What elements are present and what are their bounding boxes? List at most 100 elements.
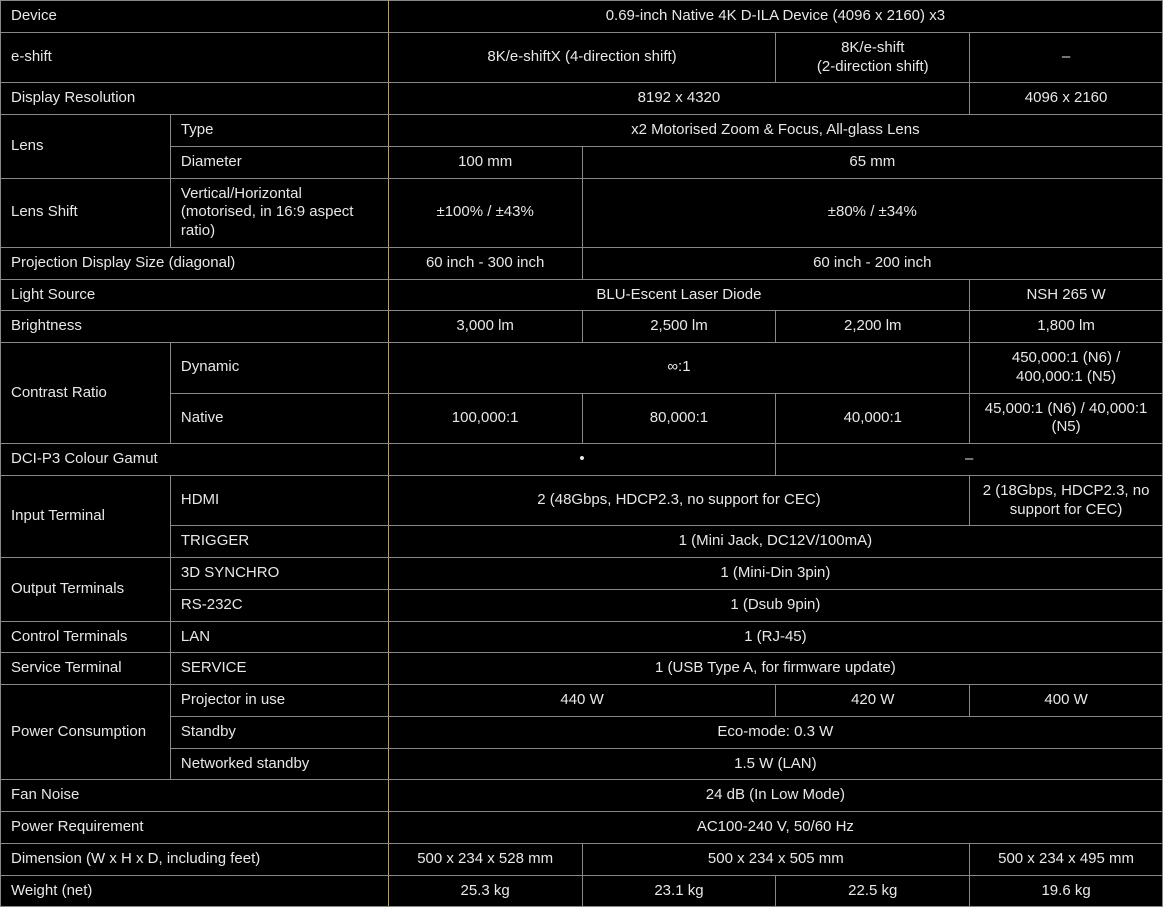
row-power-standby: Standby Eco-mode: 0.3 W: [1, 716, 1163, 748]
row-control: Control Terminals LAN 1 (RJ-45): [1, 621, 1163, 653]
label-preq: Power Requirement: [1, 812, 389, 844]
row-output-rs232c: RS-232C 1 (Dsub 9pin): [1, 589, 1163, 621]
sublabel-service: SERVICE: [170, 653, 388, 685]
val-lan: 1 (RJ-45): [388, 621, 1162, 653]
val-inuse-3: 400 W: [970, 685, 1163, 717]
label-lensshift: Lens Shift: [1, 178, 171, 247]
label-contrast: Contrast Ratio: [1, 343, 171, 444]
row-brightness: Brightness 3,000 lm 2,500 lm 2,200 lm 1,…: [1, 311, 1163, 343]
val-weight-2: 23.1 kg: [582, 875, 776, 907]
val-dispres-2: 4096 x 2160: [970, 83, 1163, 115]
sublabel-synchro: 3D SYNCHRO: [170, 558, 388, 590]
val-rs232c: 1 (Dsub 9pin): [388, 589, 1162, 621]
val-lens-type: x2 Motorised Zoom & Focus, All-glass Len…: [388, 115, 1162, 147]
val-synchro: 1 (Mini-Din 3pin): [388, 558, 1162, 590]
val-weight-1: 25.3 kg: [388, 875, 582, 907]
row-lens-diameter: Diameter 100 mm 65 mm: [1, 146, 1163, 178]
val-dim-1: 500 x 234 x 528 mm: [388, 843, 582, 875]
val-contrast-dyn-1: ∞:1: [388, 343, 969, 394]
label-eshift: e-shift: [1, 32, 389, 83]
sublabel-standby: Standby: [170, 716, 388, 748]
val-brightness-1: 3,000 lm: [388, 311, 582, 343]
val-lens-diameter-2: 65 mm: [582, 146, 1162, 178]
sublabel-rs232c: RS-232C: [170, 589, 388, 621]
label-input: Input Terminal: [1, 475, 171, 557]
val-lightsrc-1: BLU-Escent Laser Diode: [388, 279, 969, 311]
val-preq: AC100-240 V, 50/60 Hz: [388, 812, 1162, 844]
val-standby: Eco-mode: 0.3 W: [388, 716, 1162, 748]
val-hdmi-1: 2 (48Gbps, HDCP2.3, no support for CEC): [388, 475, 969, 526]
row-device: Device 0.69-inch Native 4K D-ILA Device …: [1, 1, 1163, 33]
val-eshift-2: 8K/e-shift(2-direction shift): [776, 32, 970, 83]
row-lens-shift: Lens Shift Vertical/Horizontal (motorise…: [1, 178, 1163, 247]
sublabel-lens-type: Type: [170, 115, 388, 147]
label-device: Device: [1, 1, 389, 33]
val-lensshift-2: ±80% / ±34%: [582, 178, 1162, 247]
row-eshift: e-shift 8K/e-shiftX (4-direction shift) …: [1, 32, 1163, 83]
row-input-trigger: TRIGGER 1 (Mini Jack, DC12V/100mA): [1, 526, 1163, 558]
row-preq: Power Requirement AC100-240 V, 50/60 Hz: [1, 812, 1163, 844]
val-trigger: 1 (Mini Jack, DC12V/100mA): [388, 526, 1162, 558]
row-display-resolution: Display Resolution 8192 x 4320 4096 x 21…: [1, 83, 1163, 115]
spec-table: Device 0.69-inch Native 4K D-ILA Device …: [0, 0, 1163, 907]
val-inuse-1: 440 W: [388, 685, 776, 717]
label-fan: Fan Noise: [1, 780, 389, 812]
label-projsize: Projection Display Size (diagonal): [1, 247, 389, 279]
row-weight: Weight (net) 25.3 kg 23.1 kg 22.5 kg 19.…: [1, 875, 1163, 907]
label-lens: Lens: [1, 115, 171, 179]
val-service: 1 (USB Type A, for firmware update): [388, 653, 1162, 685]
val-eshift-1: 8K/e-shiftX (4-direction shift): [388, 32, 776, 83]
label-dispres: Display Resolution: [1, 83, 389, 115]
val-contrast-dyn-2: 450,000:1 (N6) / 400,000:1 (N5): [970, 343, 1163, 394]
row-power-inuse: Power Consumption Projector in use 440 W…: [1, 685, 1163, 717]
row-output-synchro: Output Terminals 3D SYNCHRO 1 (Mini-Din …: [1, 558, 1163, 590]
row-dcip3: DCI-P3 Colour Gamut • –: [1, 444, 1163, 476]
val-dcip3-1: •: [388, 444, 776, 476]
label-power: Power Consumption: [1, 685, 171, 780]
sublabel-contrast-dyn: Dynamic: [170, 343, 388, 394]
val-brightness-3: 2,200 lm: [776, 311, 970, 343]
val-contrast-nat-3: 40,000:1: [776, 393, 970, 444]
sublabel-lens-diameter: Diameter: [170, 146, 388, 178]
val-device: 0.69-inch Native 4K D-ILA Device (4096 x…: [388, 1, 1162, 33]
row-proj-size: Projection Display Size (diagonal) 60 in…: [1, 247, 1163, 279]
label-output: Output Terminals: [1, 558, 171, 622]
label-brightness: Brightness: [1, 311, 389, 343]
val-brightness-4: 1,800 lm: [970, 311, 1163, 343]
row-power-net: Networked standby 1.5 W (LAN): [1, 748, 1163, 780]
val-weight-4: 19.6 kg: [970, 875, 1163, 907]
val-dispres-1: 8192 x 4320: [388, 83, 969, 115]
val-brightness-2: 2,500 lm: [582, 311, 776, 343]
row-contrast-native: Native 100,000:1 80,000:1 40,000:1 45,00…: [1, 393, 1163, 444]
row-contrast-dynamic: Contrast Ratio Dynamic ∞:1 450,000:1 (N6…: [1, 343, 1163, 394]
val-dcip3-2: –: [776, 444, 1163, 476]
label-dim: Dimension (W x H x D, including feet): [1, 843, 389, 875]
val-contrast-nat-2: 80,000:1: [582, 393, 776, 444]
val-contrast-nat-4: 45,000:1 (N6) / 40,000:1 (N5): [970, 393, 1163, 444]
val-lensshift-1: ±100% / ±43%: [388, 178, 582, 247]
label-service: Service Terminal: [1, 653, 171, 685]
val-dim-3: 500 x 234 x 495 mm: [970, 843, 1163, 875]
val-dim-2: 500 x 234 x 505 mm: [582, 843, 970, 875]
val-projsize-2: 60 inch - 200 inch: [582, 247, 1162, 279]
val-hdmi-2: 2 (18Gbps, HDCP2.3, no support for CEC): [970, 475, 1163, 526]
row-dim: Dimension (W x H x D, including feet) 50…: [1, 843, 1163, 875]
val-lightsrc-2: NSH 265 W: [970, 279, 1163, 311]
row-light-source: Light Source BLU-Escent Laser Diode NSH …: [1, 279, 1163, 311]
val-eshift-3: –: [970, 32, 1163, 83]
val-netstandby: 1.5 W (LAN): [388, 748, 1162, 780]
sublabel-lensshift: Vertical/Horizontal (motorised, in 16:9 …: [170, 178, 388, 247]
row-lens-type: Lens Type x2 Motorised Zoom & Focus, All…: [1, 115, 1163, 147]
row-service: Service Terminal SERVICE 1 (USB Type A, …: [1, 653, 1163, 685]
row-input-hdmi: Input Terminal HDMI 2 (48Gbps, HDCP2.3, …: [1, 475, 1163, 526]
val-inuse-2: 420 W: [776, 685, 970, 717]
sublabel-netstandby: Networked standby: [170, 748, 388, 780]
label-control: Control Terminals: [1, 621, 171, 653]
sublabel-trigger: TRIGGER: [170, 526, 388, 558]
row-fan: Fan Noise 24 dB (In Low Mode): [1, 780, 1163, 812]
label-dcip3: DCI-P3 Colour Gamut: [1, 444, 389, 476]
label-lightsrc: Light Source: [1, 279, 389, 311]
val-weight-3: 22.5 kg: [776, 875, 970, 907]
sublabel-inuse: Projector in use: [170, 685, 388, 717]
val-fan: 24 dB (In Low Mode): [388, 780, 1162, 812]
